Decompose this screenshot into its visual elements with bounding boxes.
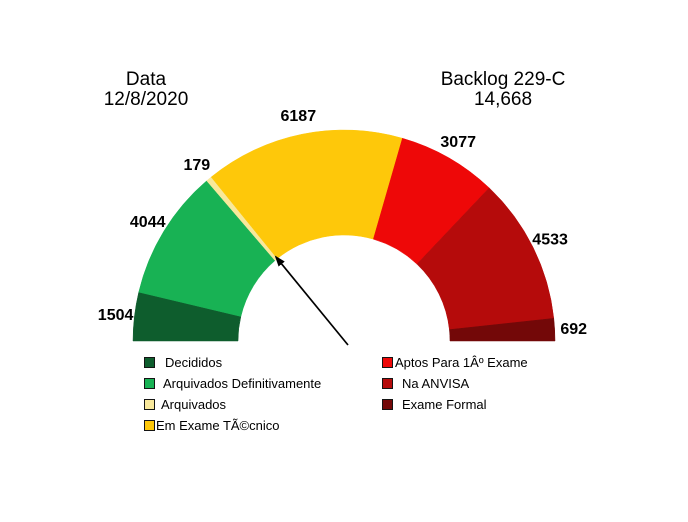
legend-swatch-na-anvisa	[382, 378, 393, 389]
value-label-6: 692	[560, 321, 587, 338]
annotation-arrow	[274, 255, 349, 346]
legend-label: Decididos	[165, 355, 223, 370]
legend-label: Arquivados	[161, 397, 227, 412]
value-label-5: 4533	[532, 232, 568, 249]
legend-item-decididos: Decididos	[144, 352, 321, 373]
chart-title-right: Backlog 229-C 14,668	[373, 70, 633, 110]
legend-item-em-exame-tecnico: Em Exame TÃ©cnico	[144, 415, 321, 436]
legend-swatch-decididos	[144, 357, 155, 368]
legend-swatch-aptos-para-1-exame	[382, 357, 393, 368]
legend-item-aptos-para-1-exame: Aptos Para 1Âº Exame	[382, 352, 528, 373]
legend-item-arquivados: Arquivados	[144, 394, 321, 415]
legend-swatch-arquivados-definitivamente	[144, 378, 155, 389]
value-label-4: 3077	[440, 134, 476, 151]
value-label-3: 6187	[281, 108, 317, 125]
chart-title-left: Data 12/8/2020	[16, 70, 276, 110]
value-label-2: 179	[183, 157, 210, 174]
legend-left: Decididos Arquivados Definitivamente Arq…	[144, 352, 321, 436]
legend-swatch-arquivados	[144, 399, 155, 410]
legend-label: Aptos Para 1Âº Exame	[395, 355, 528, 370]
legend-label: Exame Formal	[402, 397, 487, 412]
title-left-line1: Data	[125, 69, 167, 90]
legend-item-arquivados-definitivamente: Arquivados Definitivamente	[144, 373, 321, 394]
legend-swatch-exame-formal	[382, 399, 393, 410]
legend-item-na-anvisa: Na ANVISA	[382, 373, 528, 394]
gauge-segment-3	[210, 129, 403, 259]
title-right-line1: Backlog 229-C	[440, 69, 566, 90]
legend-label: Na ANVISA	[402, 376, 470, 391]
gauge-segment-6	[449, 318, 556, 342]
value-label-1: 4044	[130, 214, 166, 231]
legend-label: Arquivados Definitivamente	[163, 376, 322, 391]
legend-label: Em Exame TÃ©cnico	[156, 418, 280, 433]
title-right-line2: 14,668	[473, 89, 533, 110]
value-label-0: 1504	[98, 307, 134, 324]
legend-swatch-em-exame-tecnico	[144, 420, 155, 431]
legend-item-exame-formal: Exame Formal	[382, 394, 528, 415]
title-left-line2: 12/8/2020	[103, 89, 189, 110]
legend-right: Aptos Para 1Âº Exame Na ANVISA Exame For…	[382, 352, 528, 415]
